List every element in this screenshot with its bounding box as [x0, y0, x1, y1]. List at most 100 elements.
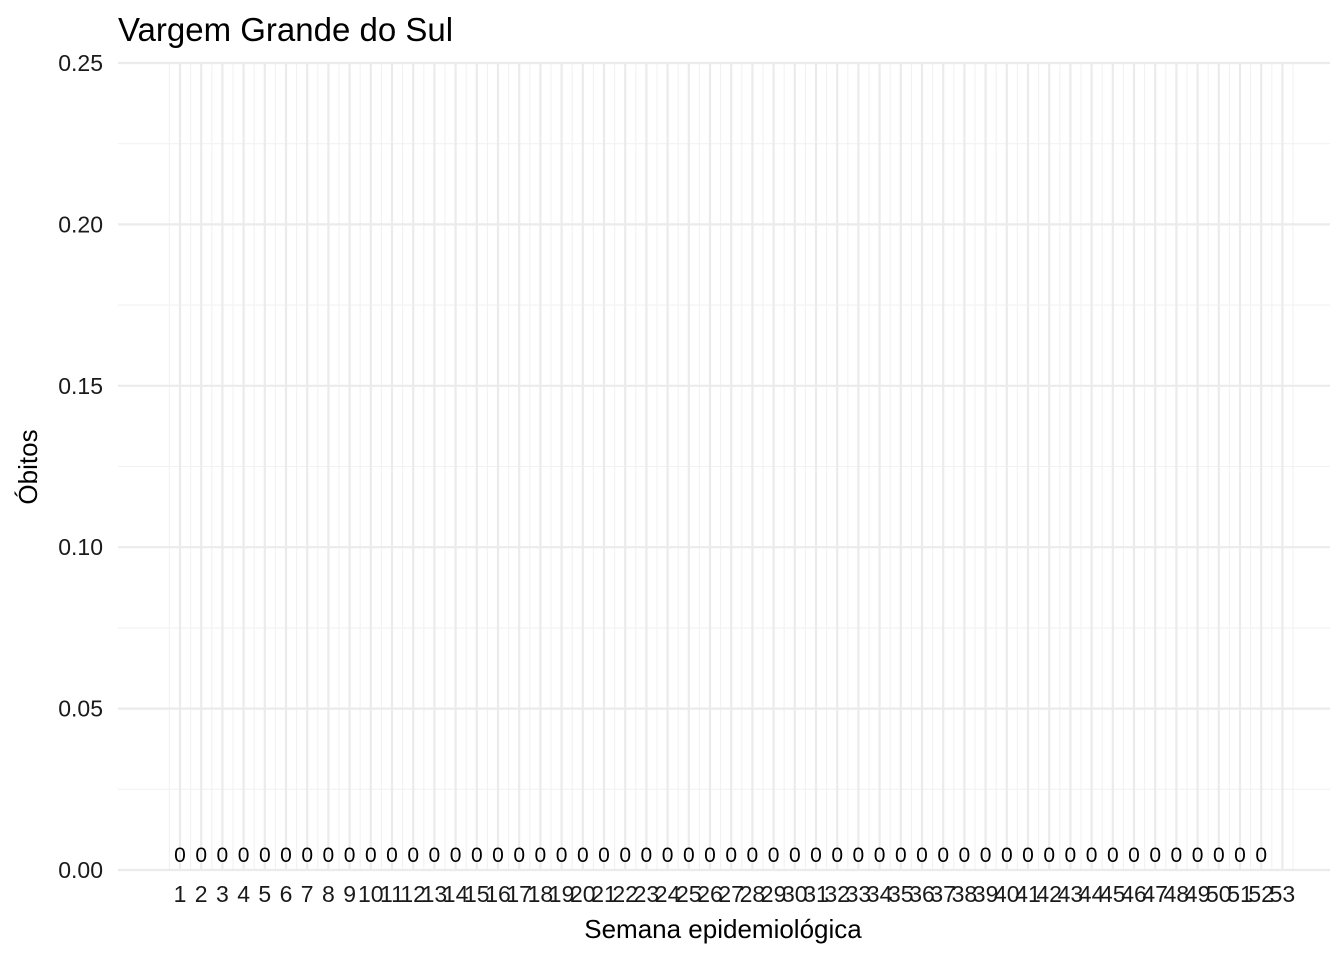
x-tick-label: 11: [380, 881, 404, 907]
x-tick-label: 35: [888, 881, 914, 907]
x-tick-label: 1: [174, 881, 187, 907]
data-label: 0: [344, 844, 356, 867]
x-tick-label: 12: [400, 881, 426, 907]
y-tick-label: 0.10: [58, 534, 103, 560]
x-tick-label: 3: [216, 881, 229, 907]
x-tick-label: 43: [1058, 881, 1084, 907]
x-tick-label: 42: [1036, 881, 1062, 907]
data-label: 0: [1213, 844, 1225, 867]
data-label: 0: [492, 844, 504, 867]
data-label: 0: [259, 844, 271, 867]
y-tick-label: 0.15: [58, 373, 103, 399]
data-label: 0: [619, 844, 631, 867]
data-label: 0: [429, 844, 441, 867]
x-tick-label: 27: [718, 881, 744, 907]
y-tick-label: 0.20: [58, 211, 103, 237]
data-label: 0: [1001, 844, 1013, 867]
data-label: 0: [1128, 844, 1140, 867]
data-label: 0: [831, 844, 843, 867]
x-tick-label: 51: [1227, 881, 1253, 907]
data-label: 0: [365, 844, 377, 867]
data-label: 0: [1234, 844, 1246, 867]
x-tick-label: 15: [464, 881, 490, 907]
x-tick-label: 40: [994, 881, 1020, 907]
x-tick-label: 52: [1248, 881, 1274, 907]
data-label: 0: [683, 844, 695, 867]
x-tick-label: 17: [506, 881, 532, 907]
x-tick-label: 29: [761, 881, 787, 907]
x-tick-label: 28: [740, 881, 766, 907]
data-label: 0: [789, 844, 801, 867]
data-label: 0: [323, 844, 335, 867]
x-tick-label: 8: [322, 881, 335, 907]
x-tick-label: 31: [803, 881, 829, 907]
x-tick-label: 49: [1185, 881, 1211, 907]
data-label: 0: [471, 844, 483, 867]
x-tick-label: 22: [612, 881, 638, 907]
x-tick-label: 10: [358, 881, 384, 907]
data-label: 0: [959, 844, 971, 867]
x-tick-label: 47: [1142, 881, 1168, 907]
data-label: 0: [1107, 844, 1119, 867]
data-label: 0: [641, 844, 653, 867]
data-label: 0: [535, 844, 547, 867]
data-label: 0: [301, 844, 313, 867]
x-tick-label: 9: [343, 881, 356, 907]
data-label: 0: [1255, 844, 1267, 867]
y-tick-label: 0.00: [58, 857, 103, 883]
data-label: 0: [577, 844, 589, 867]
data-label: 0: [895, 844, 907, 867]
data-label: 0: [238, 844, 250, 867]
x-tick-label: 24: [655, 881, 681, 907]
data-label: 0: [556, 844, 568, 867]
data-label: 0: [513, 844, 525, 867]
data-label: 0: [174, 844, 186, 867]
x-tick-label: 14: [443, 881, 469, 907]
data-label: 0: [747, 844, 759, 867]
data-label: 0: [280, 844, 292, 867]
x-tick-label: 25: [676, 881, 702, 907]
x-tick-label: 20: [570, 881, 596, 907]
data-label: 0: [1149, 844, 1161, 867]
data-label: 0: [874, 844, 886, 867]
data-label: 0: [980, 844, 992, 867]
x-tick-label: 46: [1121, 881, 1147, 907]
data-label: 0: [386, 844, 398, 867]
data-label: 0: [916, 844, 928, 867]
x-tick-label: 23: [634, 881, 660, 907]
y-tick-label: 0.25: [58, 50, 103, 76]
x-tick-label: 13: [422, 881, 448, 907]
x-tick-label: 53: [1270, 881, 1296, 907]
x-tick-label: 6: [280, 881, 293, 907]
x-axis-title: Semana epidemiológica: [584, 914, 862, 944]
x-tick-label: 45: [1100, 881, 1126, 907]
x-tick-label: 37: [930, 881, 956, 907]
x-tick-label: 34: [867, 881, 893, 907]
data-label: 0: [1065, 844, 1077, 867]
data-label: 0: [662, 844, 674, 867]
x-tick-label: 33: [846, 881, 872, 907]
x-tick-label: 26: [697, 881, 723, 907]
data-label: 0: [598, 844, 610, 867]
chart-title: Vargem Grande do Sul: [118, 11, 453, 48]
x-tick-label: 2: [195, 881, 208, 907]
x-tick-label: 4: [237, 881, 250, 907]
data-label: 0: [450, 844, 462, 867]
x-tick-label: 38: [952, 881, 978, 907]
x-tick-label: 7: [301, 881, 314, 907]
data-label: 0: [704, 844, 716, 867]
x-tick-label: 19: [549, 881, 575, 907]
x-tick-label: 30: [782, 881, 808, 907]
x-tick-label: 16: [485, 881, 511, 907]
data-label: 0: [217, 844, 229, 867]
data-label: 0: [725, 844, 737, 867]
data-label: 0: [1086, 844, 1098, 867]
data-label: 0: [768, 844, 780, 867]
data-label: 0: [810, 844, 822, 867]
y-tick-label: 0.05: [58, 696, 103, 722]
x-tick-label: 21: [591, 881, 617, 907]
x-tick-label: 41: [1015, 881, 1041, 907]
data-label: 0: [937, 844, 949, 867]
